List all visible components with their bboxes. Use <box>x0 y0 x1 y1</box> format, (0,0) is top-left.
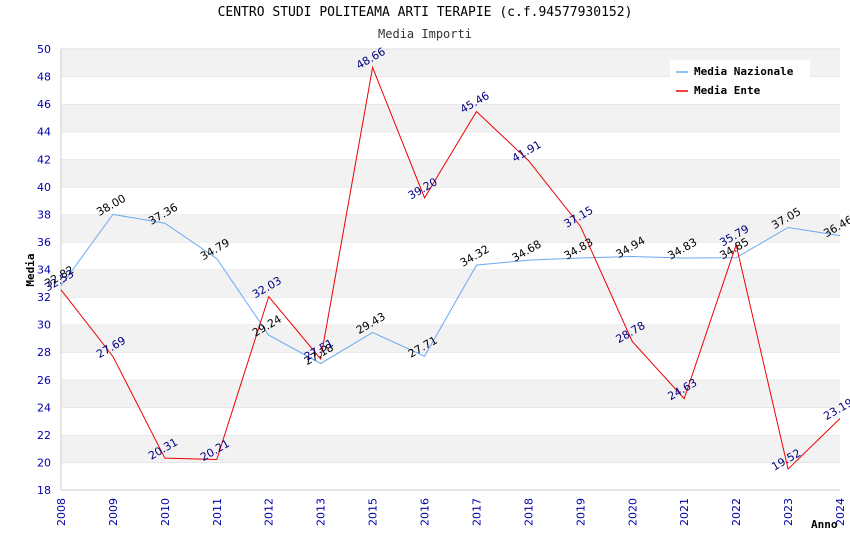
x-tick-label: 2009 <box>107 498 120 526</box>
x-tick-label: 2011 <box>211 498 224 526</box>
x-tick-label: 2013 <box>315 498 328 526</box>
y-tick-label: 20 <box>37 456 51 469</box>
legend-box <box>670 60 810 102</box>
x-tick-label: 2020 <box>626 498 639 526</box>
y-tick-label: 32 <box>37 291 51 304</box>
grid-band <box>61 269 840 298</box>
grid-band <box>61 104 840 132</box>
y-tick-label: 42 <box>37 153 51 166</box>
x-tick-label: 2008 <box>55 498 68 526</box>
y-tick-label: 48 <box>37 71 51 84</box>
chart-subtitle: Media Importi <box>378 27 472 41</box>
legend-label-ente: Media Ente <box>694 84 761 97</box>
y-tick-label: 40 <box>37 181 51 194</box>
grid-band <box>61 462 840 490</box>
chart-title: CENTRO STUDI POLITEAMA ARTI TERAPIE (c.f… <box>217 5 633 20</box>
grid-band <box>61 379 840 408</box>
y-axis-label: Media <box>24 253 37 286</box>
y-tick-label: 34 <box>37 264 51 277</box>
legend-label-nazionale: Media Nazionale <box>694 65 794 78</box>
grid-band <box>61 434 840 463</box>
series-line-nazionale <box>60 213 841 365</box>
grid-band <box>61 241 840 270</box>
x-tick-label: 2017 <box>470 498 483 526</box>
x-tick-label: 2010 <box>159 498 172 526</box>
y-tick-label: 28 <box>37 346 51 359</box>
x-tick-label: 2023 <box>782 498 795 526</box>
legend: Media Nazionale Media Ente <box>670 60 810 102</box>
y-tick-label: 38 <box>37 208 51 221</box>
y-tick-label: 22 <box>37 429 51 442</box>
x-tick-label: 2024 <box>834 498 847 526</box>
x-tick-label: 2018 <box>522 498 535 526</box>
y-tick-label: 36 <box>37 236 51 249</box>
grid-band <box>61 159 840 187</box>
x-tick-labels: 2008 2009 2010 2011 2012 2013 2015 2016 2017 2018… <box>55 498 847 526</box>
grid-band <box>61 407 840 435</box>
series-lines <box>60 65 841 471</box>
y-tick-labels: 18 20 22 24 26 28 30 32 34 36 38 40 42 44 46 48 50 <box>37 43 51 497</box>
grid-band <box>61 214 840 242</box>
y-tick-label: 30 <box>37 319 51 332</box>
plot-axes <box>60 49 840 491</box>
grid-band <box>61 186 840 215</box>
x-tick-label: 2012 <box>263 498 276 526</box>
grid-band <box>61 324 840 353</box>
y-tick-label: 46 <box>37 98 51 111</box>
y-tick-label: 26 <box>37 374 51 387</box>
x-tick-label: 2016 <box>419 498 432 526</box>
plot-bands <box>61 48 840 490</box>
x-tick-label: 2015 <box>367 498 380 526</box>
x-tick-label: 2019 <box>574 498 587 526</box>
x-tick-label: 2021 <box>678 498 691 526</box>
series-line-ente <box>60 65 841 471</box>
y-tick-label: 50 <box>37 43 51 56</box>
grid-band <box>61 352 840 380</box>
y-tick-label: 18 <box>37 484 51 497</box>
x-tick-label: 2022 <box>730 498 743 526</box>
x-axis-label: Anno <box>811 518 838 531</box>
y-tick-label: 44 <box>37 126 51 139</box>
y-tick-label: 24 <box>37 401 51 414</box>
